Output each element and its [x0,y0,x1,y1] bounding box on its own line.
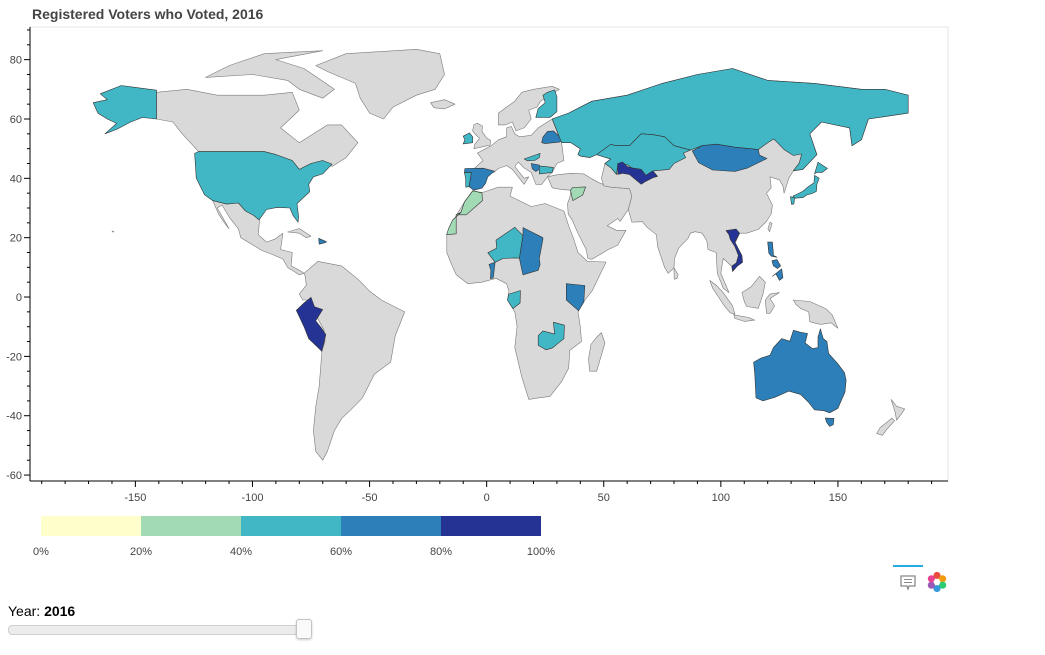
country-finland [535,89,558,118]
land-africa [446,186,607,400]
country-zambia [537,321,565,351]
y-tick-label: 0 [16,292,22,304]
country-united-states [194,151,333,223]
color-bar-segment [41,516,141,536]
land-cuba [287,228,312,238]
toolbar [893,565,953,595]
country-hungary-slovenia [523,153,541,162]
country-australia [753,328,847,414]
slider-label: Year: 2016 [8,603,318,619]
axes-layer: -150 -100 -50 0 50 100 150 80 60 40 20 0 -20 -40 -60 [6,27,948,504]
land-madagascar [588,332,606,372]
chart-title: Registered Voters who Voted, 2016 [32,6,264,22]
country-philippines-mindanao [772,268,784,281]
land-new-guinea [793,299,839,329]
land-mexico-central-america [212,200,305,276]
y-tick-label: 40 [10,173,22,185]
country-morocco [455,190,483,216]
country-belarus [541,130,564,144]
color-bar: 0% 20% 40% 60% 80% 100% [33,516,555,558]
land-turkey-middle-east [547,173,633,260]
color-bar-tick-label: 40% [230,546,252,558]
color-bar-tick-label: 80% [430,546,452,558]
color-bar-segment [341,516,441,536]
country-japan-hokkaido [814,162,828,175]
country-peru [295,296,327,352]
country-dominican-republic [318,238,327,245]
country-japan-kyushu [790,196,795,205]
country-mongolia [691,143,768,172]
country-ireland [462,132,473,145]
country-syria [570,186,587,201]
x-tick-label: -150 [124,492,146,504]
country-gabon [506,290,521,309]
country-bulgaria [538,165,554,175]
land-iceland [430,99,456,110]
countries-layer [92,48,909,461]
country-uzbekistan [617,161,658,185]
land-canada-arctic [205,50,335,99]
color-bar-tick-label: 100% [527,546,555,558]
y-tick-label: 60 [10,114,22,126]
x-tick-label: -50 [362,492,378,504]
y-tick-label: -40 [6,411,22,423]
land-borneo [741,275,766,309]
y-tick-label: 20 [10,233,22,245]
slider-label-text: Year: [8,603,45,619]
year-slider-widget: Year: 2016 [8,603,318,643]
x-tick-label: 150 [829,492,847,504]
land-hawaii [111,230,114,233]
country-serbia [530,163,541,172]
hover-tooltip-icon[interactable] [899,574,917,592]
x-tick-label: 0 [484,492,490,504]
land-canada [156,89,359,170]
color-bar-tick-label: 20% [130,546,152,558]
country-japan-honshu [792,175,820,199]
country-philippines-luzon [767,241,778,258]
country-vietnam [725,228,743,272]
land-taiwan [767,221,773,232]
x-tick-label: 100 [712,492,730,504]
y-tick-label: -20 [6,351,22,363]
country-benin [488,261,496,279]
country-western-sahara [446,212,462,235]
country-kenya [565,283,586,312]
land-sulawesi [764,292,780,314]
country-spain [464,167,495,191]
color-bar-segment [441,516,541,536]
y-tick-label: 80 [10,55,22,67]
color-bar-tick-label: 60% [330,546,352,558]
color-bar-segment [141,516,241,536]
country-philippines-visayas [771,259,781,269]
x-tick-label: 50 [598,492,610,504]
country-tasmania [824,417,835,427]
color-bar-segment [241,516,341,536]
country-alaska [92,85,157,135]
land-new-zealand-north [890,399,906,421]
land-new-zealand-south [876,417,895,436]
land-sumatra [709,280,736,315]
country-kazakhstan [596,133,691,176]
land-sri-lanka [673,267,679,280]
year-slider-track[interactable] [8,625,308,635]
land-britain [472,122,491,149]
y-tick-label: -60 [6,470,22,482]
country-chad [519,227,544,276]
color-bar-tick-label: 0% [33,546,49,558]
bokeh-logo-icon[interactable] [926,571,948,593]
x-tick-label: -100 [241,492,263,504]
active-tool-indicator [893,565,923,567]
slider-value: 2016 [44,603,76,619]
land-java [733,314,756,322]
land-greenland [315,48,445,120]
year-slider-handle[interactable] [296,619,312,639]
